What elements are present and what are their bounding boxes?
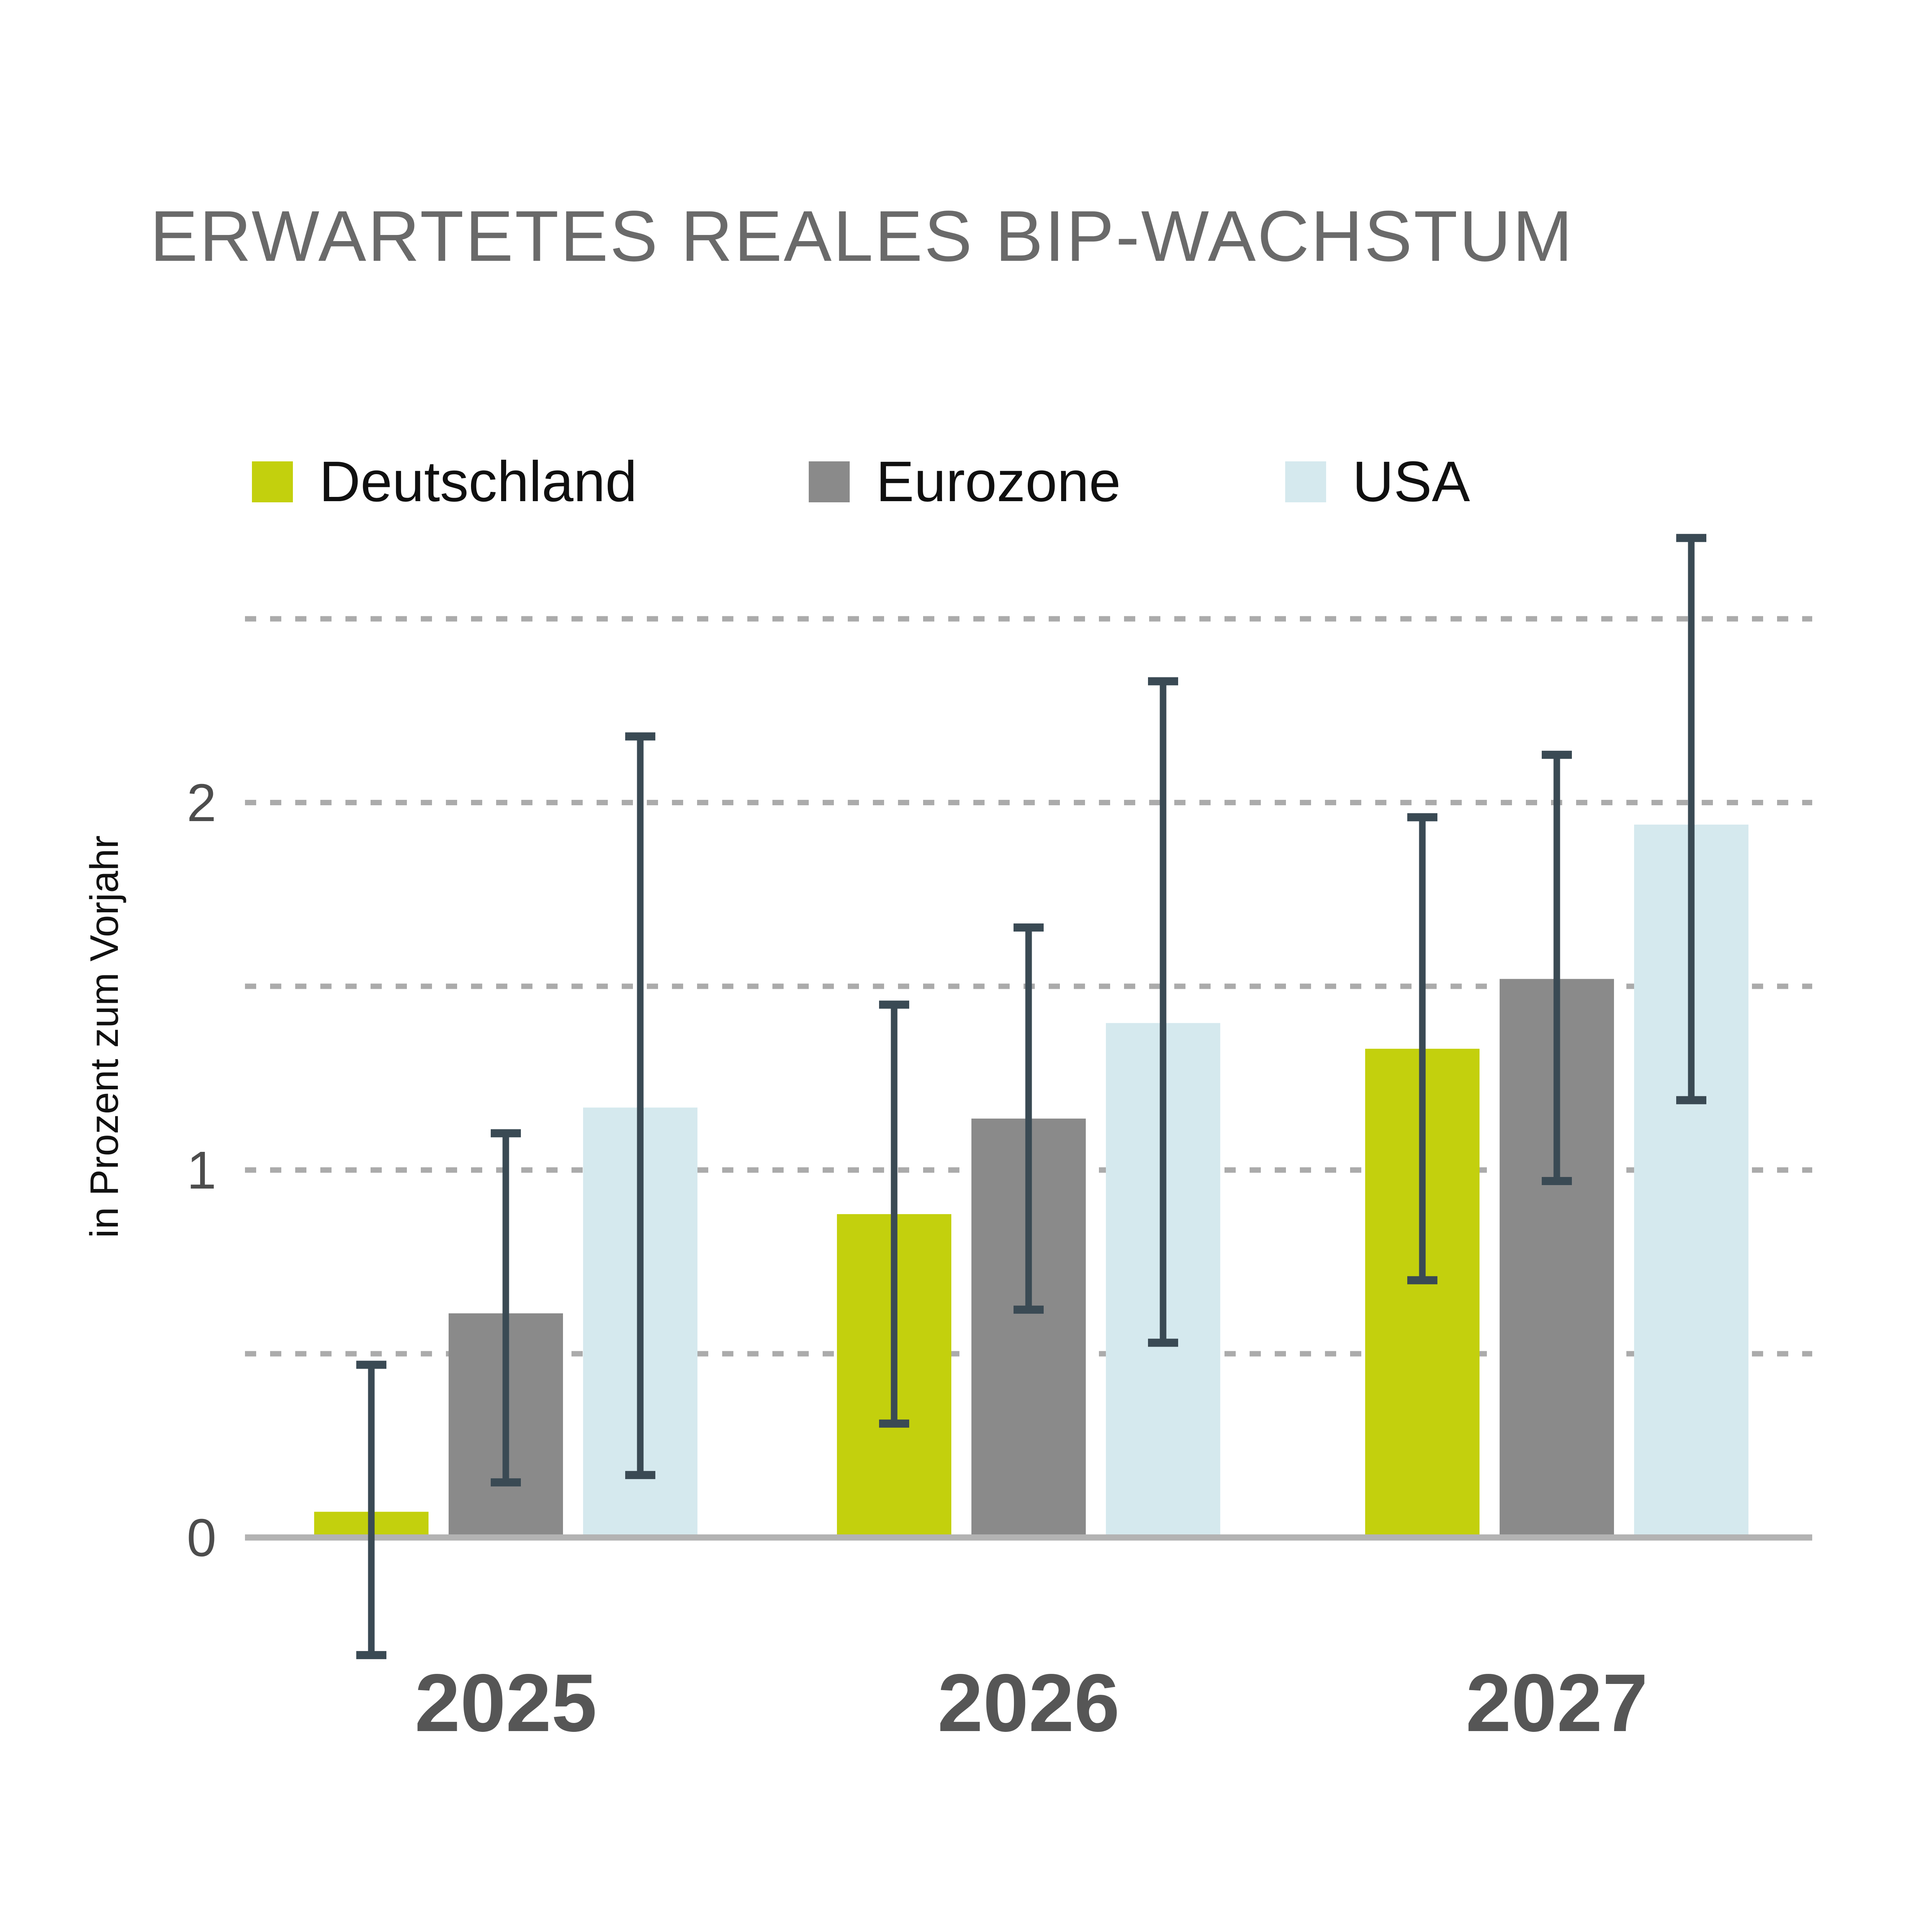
legend-item-usa: USA	[1285, 453, 1470, 510]
x-axis-label-2026: 2026	[937, 1657, 1120, 1748]
legend-item-eurozone: Eurozone	[809, 453, 1121, 510]
y-tick-label-2: 2	[187, 773, 216, 833]
legend-swatch-eurozone	[809, 461, 850, 502]
legend-swatch-usa	[1285, 461, 1326, 502]
x-axis-label-2027: 2027	[1466, 1657, 1648, 1748]
y-tick-label-1: 1	[187, 1141, 216, 1200]
y-tick-label-0: 0	[187, 1508, 216, 1568]
legend-swatch-deutschland	[252, 461, 293, 502]
x-axis-baseline	[245, 1534, 1812, 1541]
chart-title: ERWARTETES REALES BIP-WACHSTUM	[150, 196, 1574, 276]
legend-item-deutschland: Deutschland	[252, 453, 637, 510]
legend-label-eurozone: Eurozone	[876, 450, 1121, 514]
legend-label-deutschland: Deutschland	[319, 450, 637, 514]
legend-label-usa: USA	[1352, 450, 1470, 514]
x-axis-label-2025: 2025	[415, 1657, 597, 1748]
y-axis-title: in Prozent zum Vorjahr	[82, 835, 126, 1238]
